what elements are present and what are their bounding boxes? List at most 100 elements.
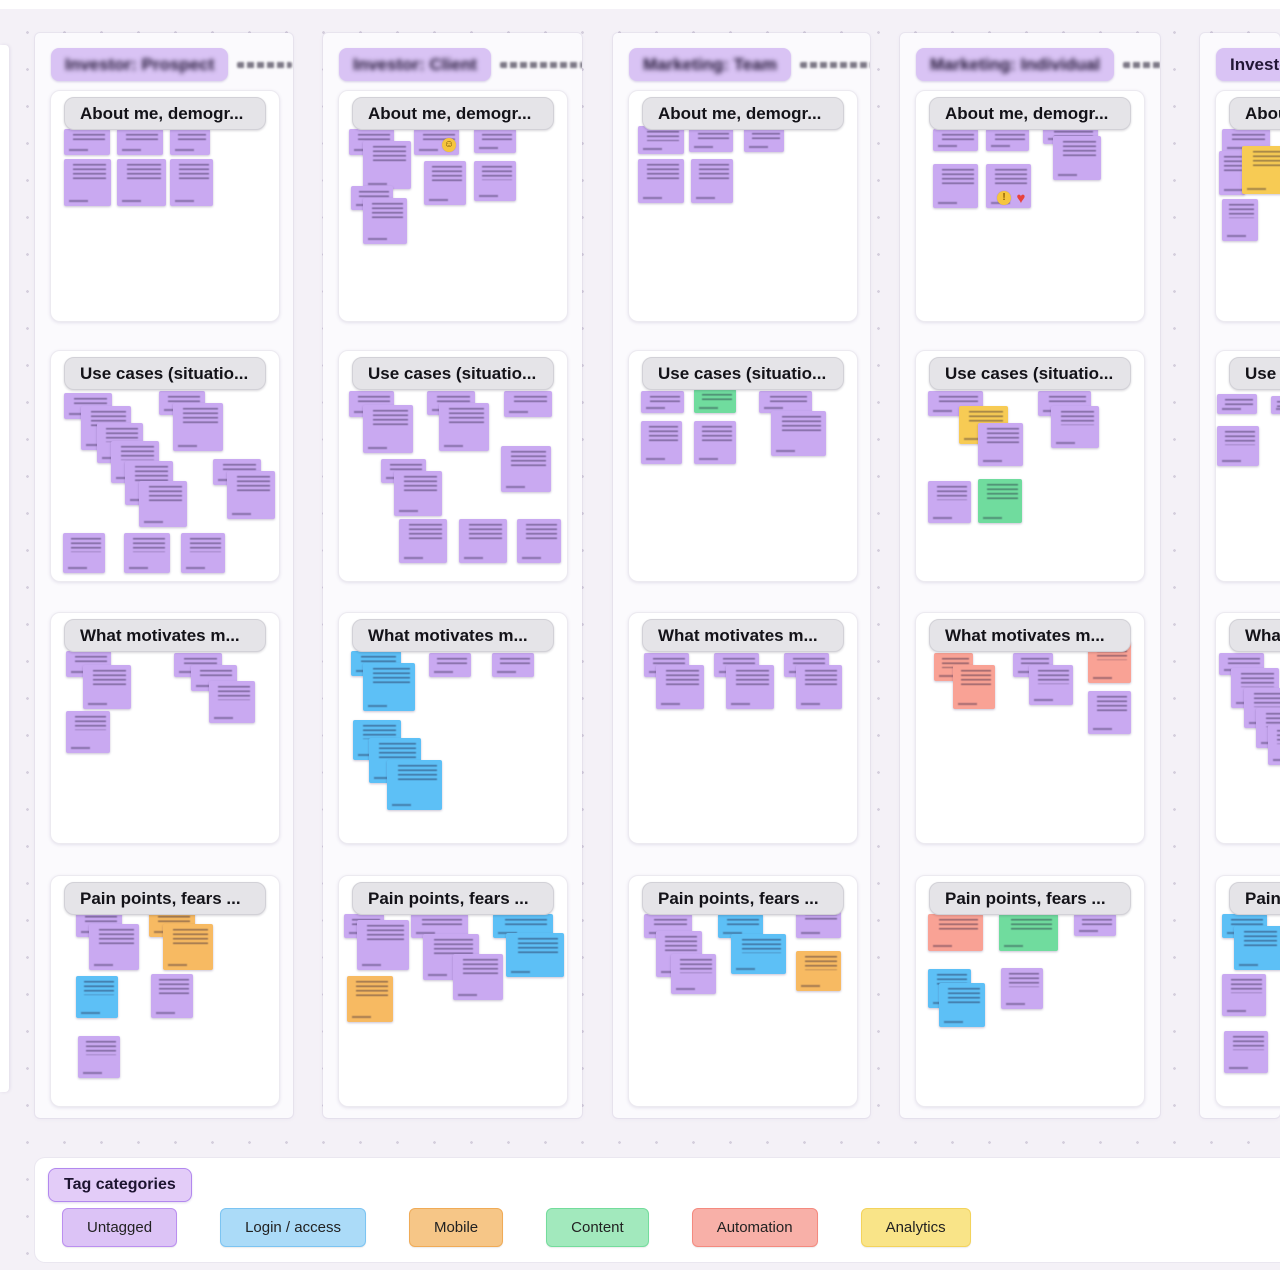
sticky-note-purple[interactable] [1053, 136, 1101, 180]
sticky-note-purple[interactable] [492, 653, 534, 677]
legend-chip-automation[interactable]: Automation [691, 1208, 818, 1247]
legend-chip-content[interactable]: Content [546, 1208, 649, 1247]
sticky-note-purple[interactable] [1217, 394, 1257, 414]
sticky-note-purple[interactable] [689, 128, 733, 152]
sticky-note-purple[interactable] [1088, 691, 1131, 734]
sticky-note-purple[interactable] [1074, 914, 1116, 936]
sticky-note-purple[interactable] [139, 481, 187, 527]
sticky-note-purple[interactable] [1222, 199, 1258, 241]
sticky-note-purple[interactable] [986, 129, 1029, 151]
sticky-note-blue[interactable] [1234, 926, 1280, 970]
sticky-note-purple[interactable] [1271, 396, 1280, 414]
sticky-note-purple[interactable] [170, 129, 210, 155]
section-label-pill[interactable]: What motivates m... [929, 619, 1131, 652]
sticky-note-purple[interactable] [151, 974, 193, 1018]
sticky-note-purple[interactable] [227, 471, 275, 519]
sticky-note-purple[interactable] [1224, 1031, 1268, 1073]
sticky-note-salmon[interactable] [928, 914, 983, 951]
sticky-note-purple[interactable] [759, 391, 812, 413]
sticky-note-purple[interactable] [83, 665, 131, 709]
sticky-note-orange[interactable] [347, 976, 393, 1022]
sticky-note-purple[interactable] [694, 421, 736, 464]
sticky-note-purple[interactable] [209, 681, 255, 723]
sticky-note-purple[interactable] [638, 126, 684, 154]
sticky-note-purple[interactable] [771, 411, 826, 456]
section-label-pill[interactable]: Pain points, fears ... [64, 882, 266, 915]
sticky-note-purple[interactable]: ! ♥ [986, 164, 1031, 208]
section-label-pill[interactable]: Pain points, fears ... [929, 882, 1131, 915]
sticky-note-purple[interactable] [439, 403, 489, 451]
section-label-pill[interactable]: Use cases (situatio... [64, 357, 266, 390]
sticky-note-blue[interactable] [387, 760, 442, 810]
sticky-note-purple[interactable] [78, 1036, 120, 1078]
section-label-pill[interactable]: About me, demogr... [64, 97, 266, 130]
sticky-note-blue[interactable] [506, 933, 564, 977]
tag-categories-pill[interactable]: Tag categories [48, 1168, 192, 1202]
sticky-note-purple[interactable] [1029, 665, 1073, 705]
section-label-pill[interactable]: About me, demogr... [929, 97, 1131, 130]
sticky-note-purple[interactable] [474, 129, 516, 153]
sticky-note-purple[interactable] [363, 141, 411, 189]
section-label-pill[interactable]: Pain points, fears ... [642, 882, 844, 915]
sticky-note-purple[interactable] [1051, 406, 1099, 448]
sticky-note-purple[interactable] [89, 924, 139, 970]
column-title-pill[interactable]: Investor: Prospect [51, 48, 229, 81]
sticky-note-purple[interactable] [656, 665, 704, 709]
sticky-note-purple[interactable] [671, 954, 716, 994]
sticky-note-purple[interactable] [933, 129, 978, 151]
sticky-note-purple[interactable] [363, 198, 407, 244]
legend-chip-login-access[interactable]: Login / access [220, 1208, 366, 1247]
column-title-pill[interactable]: Marketing: Individual [916, 48, 1115, 81]
sticky-note-purple[interactable] [1217, 426, 1259, 466]
sticky-note-purple[interactable] [173, 403, 223, 451]
sticky-note-blue[interactable] [939, 983, 985, 1027]
section-label-pill[interactable]: What motivates m... [642, 619, 844, 652]
sticky-note-blue[interactable] [363, 663, 415, 711]
sticky-note-purple[interactable] [363, 405, 413, 453]
sticky-note-green[interactable] [694, 389, 736, 413]
sticky-note-purple[interactable] [399, 519, 447, 563]
sticky-note-purple[interactable] [63, 533, 105, 573]
sticky-note-salmon[interactable] [953, 665, 995, 709]
sticky-note-purple[interactable] [1219, 151, 1245, 195]
column-title-pill[interactable]: Marketing: Team [629, 48, 791, 81]
sticky-note-blue[interactable] [731, 934, 786, 974]
sticky-note-purple[interactable] [181, 533, 225, 573]
sticky-note-purple[interactable] [117, 129, 163, 155]
sticky-note-purple[interactable] [424, 161, 466, 205]
sticky-note-purple[interactable] [66, 711, 110, 753]
sticky-note-blue[interactable] [76, 976, 118, 1018]
sticky-note-purple[interactable] [64, 159, 111, 206]
section-label-pill[interactable]: About me, demogr... [1229, 97, 1280, 130]
sticky-note-purple[interactable] [744, 128, 784, 152]
sticky-note-purple[interactable] [928, 481, 971, 523]
sticky-note-green[interactable] [999, 914, 1058, 951]
section-label-pill[interactable]: What motivates m... [352, 619, 554, 652]
section-label-pill[interactable]: Use cases (situatio... [352, 357, 554, 390]
section-label-pill[interactable]: What motivates m... [64, 619, 266, 652]
sticky-note-purple[interactable] [1222, 974, 1266, 1016]
sticky-note-purple[interactable] [357, 920, 409, 970]
sticky-note-purple[interactable] [170, 159, 213, 206]
column-title-pill[interactable]: Investor: Client [339, 48, 491, 81]
section-label-pill[interactable]: About me, demogr... [352, 97, 554, 130]
adjacent-board-sliver[interactable] [0, 45, 9, 1092]
sticky-note-purple[interactable] [429, 653, 471, 677]
sticky-note-purple[interactable] [726, 665, 774, 709]
sticky-note-purple[interactable] [394, 471, 442, 516]
sticky-note-purple[interactable] [124, 533, 170, 573]
sticky-note-purple[interactable] [501, 446, 551, 492]
section-label-pill[interactable]: Use cases (situatio... [642, 357, 844, 390]
sticky-note-green[interactable] [978, 479, 1022, 523]
section-label-pill[interactable]: Use cases (situatio... [929, 357, 1131, 390]
sticky-note-purple[interactable] [117, 159, 166, 206]
sticky-note-purple[interactable] [638, 159, 684, 203]
sticky-note-purple[interactable] [978, 423, 1023, 466]
legend-chip-analytics[interactable]: Analytics [860, 1208, 971, 1247]
sticky-note-purple[interactable] [1001, 968, 1043, 1009]
sticky-note-purple[interactable] [517, 519, 561, 563]
section-label-pill[interactable]: Pain points, fears ... [352, 882, 554, 915]
section-label-pill[interactable]: Use cases (situatio... [1229, 357, 1280, 390]
sticky-note-purple[interactable] [1268, 725, 1280, 765]
section-label-pill[interactable]: What motivates m... [1229, 619, 1280, 652]
